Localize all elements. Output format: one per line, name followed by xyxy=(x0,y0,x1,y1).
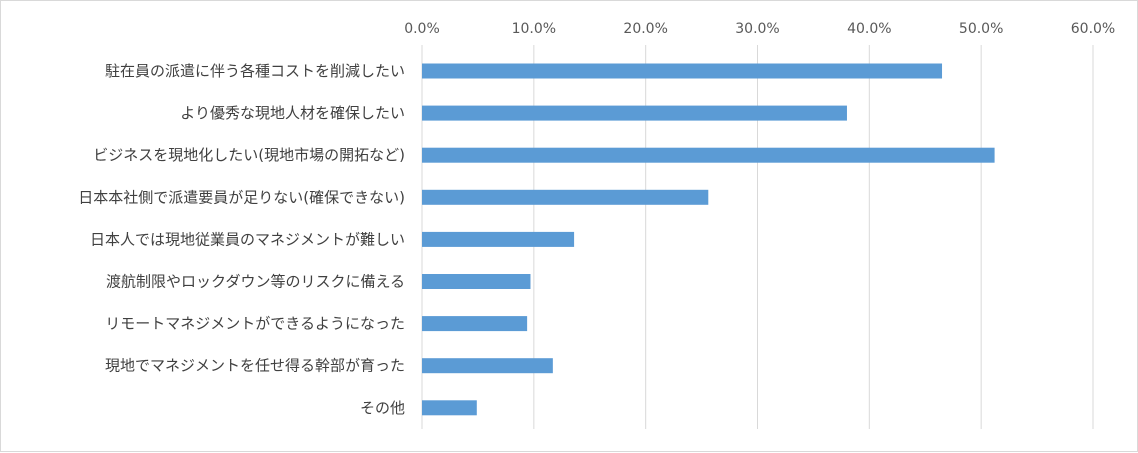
x-tick-label: 10.0% xyxy=(512,21,556,37)
bars xyxy=(422,63,995,416)
x-tick-label: 20.0% xyxy=(623,21,667,37)
category-label: ビジネスを現地化したい(現地市場の開拓など) xyxy=(93,146,405,164)
x-tick-label: 60.0% xyxy=(1071,21,1115,37)
x-tick-label: 40.0% xyxy=(847,21,891,37)
category-label: 現地でマネジメントを任せ得る幹部が育った xyxy=(105,357,405,375)
category-labels: 駐在員の派遣に伴う各種コストを削減したいより優秀な現地人材を確保したいビジネスを… xyxy=(78,62,405,417)
category-label: その他 xyxy=(360,399,405,417)
category-label: 日本本社側で派遣要員が足りない(確保できない) xyxy=(78,188,405,206)
category-label: より優秀な現地人材を確保したい xyxy=(180,104,405,122)
bar xyxy=(422,316,528,332)
x-tick-label: 30.0% xyxy=(735,21,779,37)
bar xyxy=(422,189,709,205)
category-label: 駐在員の派遣に伴う各種コストを削減したい xyxy=(105,62,405,80)
category-label: 日本人では現地従業員のマネジメントが難しい xyxy=(90,230,405,248)
bar xyxy=(422,105,847,121)
bar xyxy=(422,231,575,247)
bar xyxy=(422,63,943,79)
x-tick-label: 50.0% xyxy=(959,21,1003,37)
bar xyxy=(422,147,995,163)
category-label: 渡航制限やロックダウン等のリスクに備える xyxy=(106,273,405,291)
x-axis-ticks: 0.0% 10.0% 20.0% 30.0% 40.0% 50.0% 60.0% xyxy=(404,21,1115,37)
bar xyxy=(422,400,477,416)
x-tick-label: 0.0% xyxy=(404,21,440,37)
category-label: リモートマネジメントができるようになった xyxy=(105,315,405,333)
bar xyxy=(422,358,553,374)
bar xyxy=(422,274,531,289)
